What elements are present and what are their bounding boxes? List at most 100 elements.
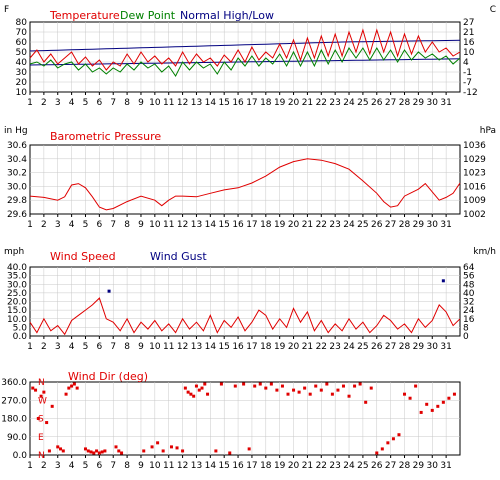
x-tick-label: 18 <box>260 98 272 108</box>
x-tick-label: 7 <box>110 220 116 230</box>
x-tick-label: 3 <box>55 342 61 352</box>
x-tick-label: 25 <box>357 461 368 471</box>
legend-wind-gust: Wind Gust <box>150 250 207 263</box>
x-tick-label: 23 <box>329 342 340 352</box>
compass-letter: S <box>38 415 44 425</box>
left-unit-label: in Hg <box>4 126 28 136</box>
wind-dir-point <box>414 384 418 388</box>
y-tick-label-right: 1036 <box>463 141 486 151</box>
y-tick-label: 80 <box>16 18 28 28</box>
y-tick-label: 15.0 <box>7 306 27 316</box>
wind-dir-point <box>61 449 65 453</box>
wind-dir-point <box>31 386 35 390</box>
wind-dir-point <box>194 384 198 388</box>
x-tick-label: 31 <box>440 461 451 471</box>
x-tick-label: 14 <box>205 342 217 352</box>
wind-dir-point <box>83 447 87 451</box>
x-tick-label: 27 <box>385 461 396 471</box>
y-tick-label: 90.0 <box>7 433 27 443</box>
x-tick-label: 6 <box>96 220 102 230</box>
y-tick-label-right: 27 <box>463 18 474 28</box>
wind-dir-point <box>292 388 296 392</box>
x-tick-label: 8 <box>124 461 130 471</box>
wind-dir-point <box>75 386 79 390</box>
x-tick-label: 10 <box>149 220 161 230</box>
wind-dir-point <box>100 450 104 454</box>
x-tick-label: 12 <box>177 98 188 108</box>
x-tick-label: 23 <box>329 98 340 108</box>
wind-dir-point <box>447 396 451 400</box>
x-tick-label: 31 <box>440 342 451 352</box>
y-tick-label-right: -1 <box>463 68 472 78</box>
wind-dir-point <box>319 388 323 392</box>
y-tick-label-right: 10 <box>463 48 475 58</box>
x-tick-label: 5 <box>83 98 89 108</box>
x-tick-label: 4 <box>69 98 75 108</box>
x-tick-label: 5 <box>83 461 89 471</box>
x-tick-label: 17 <box>246 220 257 230</box>
x-tick-label: 4 <box>69 342 75 352</box>
x-tick-label: 24 <box>343 220 355 230</box>
right-unit-label: C <box>490 5 496 15</box>
x-tick-label: 25 <box>357 342 368 352</box>
wind-dir-point <box>95 449 99 453</box>
x-tick-label: 19 <box>274 98 286 108</box>
x-tick-label: 19 <box>274 220 286 230</box>
x-tick-label: 13 <box>191 98 202 108</box>
wind-dir-point <box>36 417 40 420</box>
wind-dir-point <box>408 396 412 400</box>
left-unit-label: F <box>4 5 9 15</box>
y-tick-label: 50 <box>16 48 28 58</box>
wind-dir-point <box>219 382 223 386</box>
y-tick-label: 30.4 <box>7 155 27 165</box>
x-tick-label: 7 <box>110 461 116 471</box>
x-tick-label: 8 <box>124 342 130 352</box>
wind-dir-point <box>175 446 179 450</box>
wind-dir-point <box>45 421 49 425</box>
y-tick-label: 35.0 <box>7 272 27 282</box>
x-tick-label: 30 <box>427 98 439 108</box>
x-tick-label: 1 <box>27 220 33 230</box>
y-tick-label-right: 1002 <box>463 210 486 220</box>
x-tick-label: 15 <box>218 98 229 108</box>
y-tick-label-right: 8 <box>463 323 469 333</box>
compass-letter: N <box>38 378 45 388</box>
y-tick-label: 20 <box>16 78 28 88</box>
x-tick-label: 16 <box>232 461 244 471</box>
wind-dir-point <box>67 386 71 390</box>
wind-dir-point <box>47 449 51 453</box>
wind-dir-point <box>192 394 196 398</box>
x-tick-label: 10 <box>149 461 161 471</box>
y-tick-label-right: 56 <box>463 272 475 282</box>
wind-dir-point <box>364 400 368 404</box>
y-tick-label-right: 1009 <box>463 196 486 206</box>
y-tick-label-right: 32 <box>463 298 474 308</box>
x-tick-label: 2 <box>41 342 47 352</box>
x-tick-label: 30 <box>427 461 439 471</box>
y-tick-label-right: 64 <box>463 263 475 273</box>
wind-dir-point <box>347 394 351 398</box>
y-tick-label-right: -12 <box>463 88 478 98</box>
x-tick-label: 4 <box>69 220 75 230</box>
wind-dir-point <box>242 382 246 386</box>
x-tick-label: 27 <box>385 342 396 352</box>
wind-dir-point <box>189 392 193 396</box>
y-tick-label-right: 4 <box>463 58 469 68</box>
x-tick-label: 2 <box>41 220 47 230</box>
x-tick-label: 9 <box>138 342 144 352</box>
x-tick-label: 17 <box>246 342 257 352</box>
dew-point-line <box>29 47 461 77</box>
wind-dir-point <box>380 447 384 451</box>
plot-frame <box>29 21 461 93</box>
x-tick-label: 8 <box>124 98 130 108</box>
x-tick-label: 9 <box>138 98 144 108</box>
legend-dew-point: Dew Point <box>120 9 176 22</box>
x-tick-label: 14 <box>205 220 217 230</box>
x-tick-label: 16 <box>232 98 244 108</box>
x-tick-label: 6 <box>96 342 102 352</box>
wind-dir-point <box>269 382 273 386</box>
x-tick-label: 8 <box>124 220 130 230</box>
